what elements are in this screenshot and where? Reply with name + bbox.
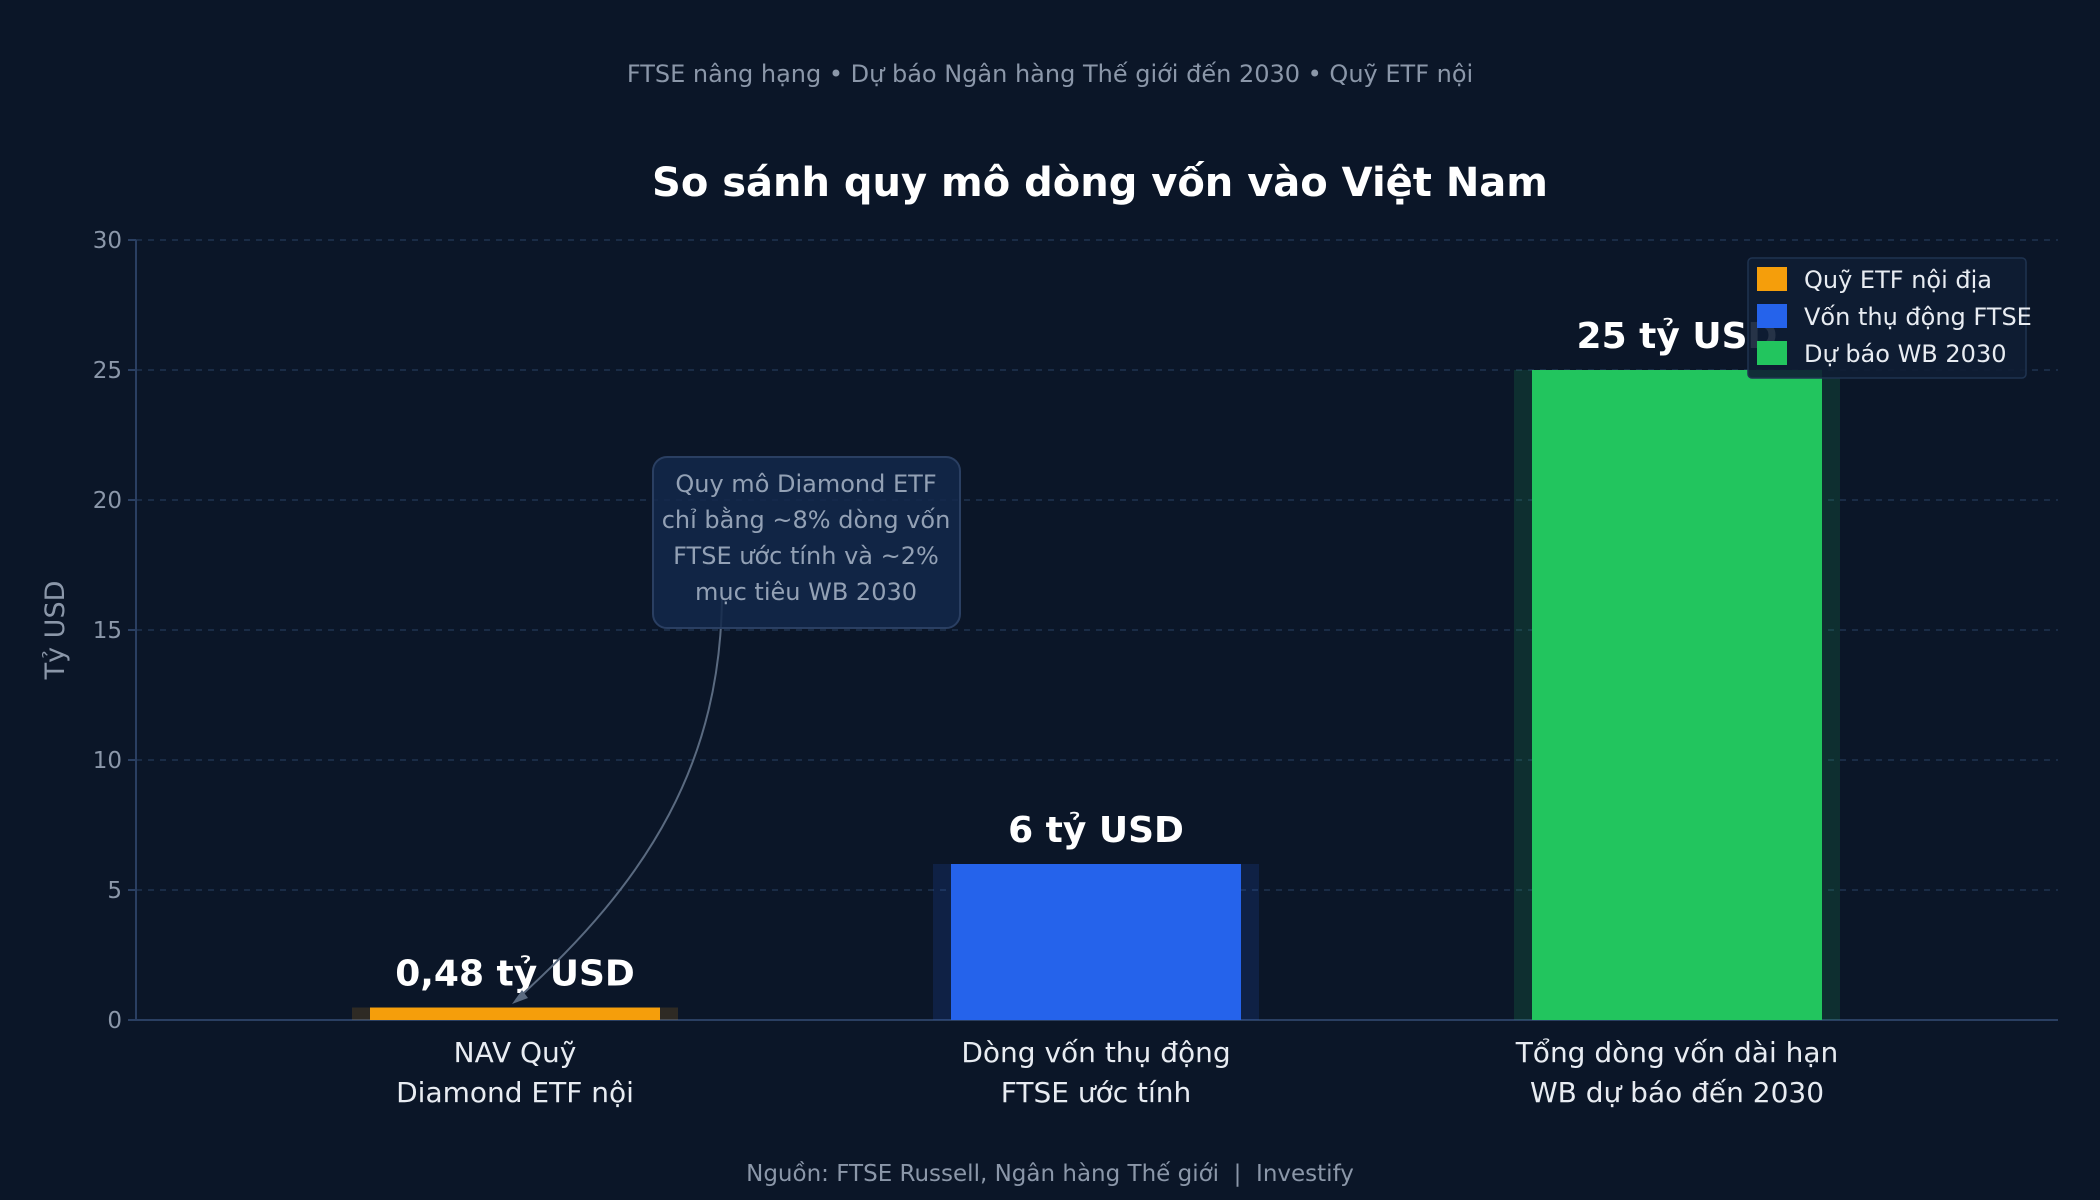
legend-label: Quỹ ETF nội địa — [1804, 266, 1992, 294]
y-tick-label: 30 — [93, 228, 122, 254]
legend-label: Dự báo WB 2030 — [1804, 340, 2006, 368]
bars — [352, 370, 1840, 1020]
bar-value-label: 0,48 tỷ USD — [395, 954, 635, 995]
legend-label: Vốn thụ động FTSE — [1804, 303, 2032, 331]
bar — [1532, 370, 1822, 1020]
value-labels: 0,48 tỷ USD 6 tỷ USD 25 tỷ USD — [395, 316, 1777, 995]
category-labels: NAV Quỹ Diamond ETF nội Dòng vốn thụ động F… — [396, 1036, 1838, 1109]
category-label: NAV Quỹ — [454, 1036, 577, 1069]
y-tick-label: 20 — [93, 488, 122, 514]
annotation-text: Quy mô Diamond ETF — [675, 470, 936, 498]
bar — [370, 1007, 660, 1020]
y-axis-label: Tỷ USD — [40, 581, 71, 681]
category-label: Dòng vốn thụ động — [961, 1036, 1230, 1069]
y-tick-label: 5 — [107, 878, 122, 904]
annotation-box — [652, 456, 961, 629]
legend-box — [1747, 257, 2027, 379]
annotation: Quy mô Diamond ETF chỉ bằng ~8% dòng vốn F… — [512, 456, 961, 1004]
annotation-arrow — [515, 591, 723, 1001]
annotation-text: mục tiêu WB 2030 — [695, 578, 917, 606]
legend-swatch — [1757, 341, 1787, 365]
category-label: Tổng dòng vốn dài hạn — [1515, 1036, 1839, 1069]
bar-value-label: 25 tỷ USD — [1577, 316, 1778, 357]
category-label: Diamond ETF nội — [396, 1076, 634, 1109]
bar — [951, 864, 1241, 1020]
y-tick-label: 10 — [93, 748, 122, 774]
legend-swatch — [1757, 267, 1787, 291]
category-label: FTSE ước tính — [1001, 1076, 1192, 1109]
legend-swatch — [1757, 304, 1787, 328]
annotation-text: chỉ bằng ~8% dòng vốn — [662, 505, 951, 534]
source-note: Nguồn: FTSE Russell, Ngân hàng Thế giới … — [746, 1161, 1354, 1187]
legend: Quỹ ETF nội địa Vốn thụ động FTSE Dự báo W… — [1747, 257, 2032, 379]
category-label: WB dự báo đến 2030 — [1530, 1076, 1824, 1109]
annotation-text: FTSE ước tính và ~2% — [673, 542, 939, 570]
annotation-arrowhead — [512, 990, 528, 1004]
chart-subtitle: FTSE nâng hạng • Dự báo Ngân hàng Thế gi… — [627, 60, 1473, 88]
chart-title: So sánh quy mô dòng vốn vào Việt Nam — [652, 160, 1548, 206]
y-tick-label: 25 — [93, 358, 122, 384]
y-tick-label: 0 — [107, 1008, 122, 1034]
bar-value-label: 6 tỷ USD — [1008, 810, 1184, 851]
y-tick-label: 15 — [93, 618, 122, 644]
